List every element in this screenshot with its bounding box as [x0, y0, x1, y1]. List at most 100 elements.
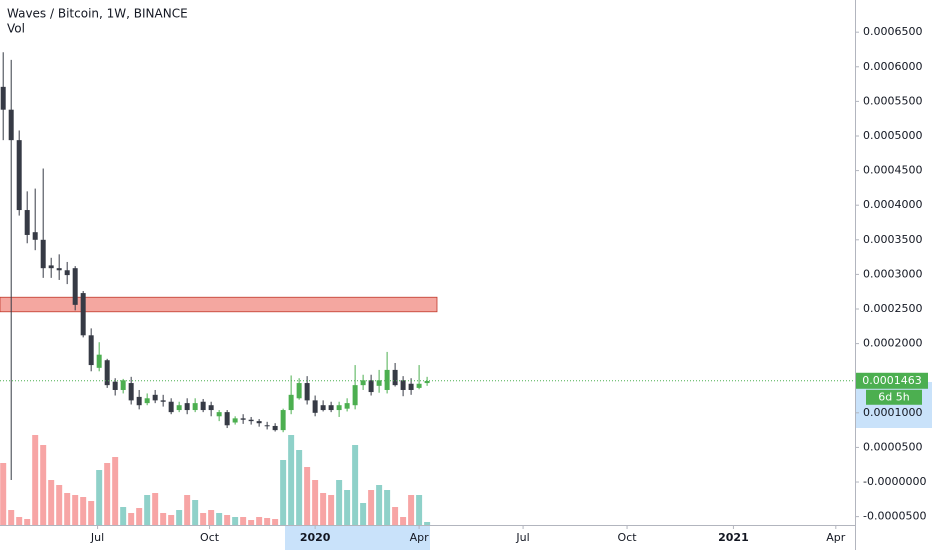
last-price-label: 0.0001463: [862, 374, 922, 387]
volume-bar: [80, 497, 87, 525]
y-tick-label: 0.0005000: [863, 129, 923, 142]
y-tick-label: 0.0004500: [863, 164, 923, 177]
volume-bar: [152, 493, 159, 525]
candle-body: [0, 86, 6, 110]
volume-bar: [240, 517, 247, 525]
volume-bar: [408, 495, 415, 525]
candle-body: [336, 405, 342, 411]
x-tick-label: Oct: [200, 531, 220, 544]
volume-bar: [312, 480, 319, 525]
volume-bar: [56, 485, 63, 525]
candle-body: [328, 405, 334, 411]
candle-body: [376, 380, 382, 386]
volume-bar: [400, 517, 407, 525]
candle-body: [224, 412, 230, 426]
y-tick-label: -0.0000500: [863, 510, 926, 523]
x-tick-label: Apr: [826, 531, 846, 544]
y-tick-label: 0.0005500: [863, 94, 923, 107]
volume-bar: [16, 517, 23, 525]
candle-body: [160, 400, 166, 402]
volume-bar: [352, 445, 359, 525]
x-tick-label: Apr: [410, 531, 430, 544]
candle-body: [112, 381, 118, 390]
candle-body: [104, 360, 110, 386]
volume-bar: [280, 460, 287, 525]
candle-body: [352, 385, 358, 406]
candle-body: [400, 380, 406, 390]
candle-body: [64, 270, 70, 276]
candle-body: [24, 210, 30, 235]
volume-bar: [216, 513, 223, 525]
x-tick-label: Jul: [515, 531, 529, 544]
candle-body: [304, 383, 310, 401]
candle-body: [48, 265, 54, 269]
volume-bar: [392, 507, 399, 525]
volume-bar: [96, 470, 103, 525]
y-tick-label: 0.0006500: [863, 25, 923, 38]
volume-bar: [344, 490, 351, 525]
volume-bar: [264, 518, 271, 525]
y-tick-label: 0.0003000: [863, 267, 923, 280]
y-tick-label: 0.0006000: [863, 60, 923, 73]
candle-body: [320, 405, 326, 411]
volume-bar: [136, 508, 143, 525]
volume-bar: [104, 463, 111, 525]
candle-body: [240, 418, 246, 420]
candle-body: [424, 380, 430, 384]
volume-bar: [192, 500, 199, 525]
candle-body: [152, 394, 158, 401]
volume-bar: [176, 510, 183, 525]
candle-body: [168, 401, 174, 413]
y-tick-label: 0.0002000: [863, 337, 923, 350]
volume-bar: [336, 480, 343, 525]
volume-bar: [40, 445, 47, 525]
candle-body: [256, 421, 262, 424]
volume-bar: [368, 490, 375, 525]
volume-bar: [328, 495, 335, 525]
y-tick-label: 0.0003500: [863, 233, 923, 246]
volume-bar: [184, 495, 191, 525]
candle-body: [232, 418, 238, 423]
countdown-box: [866, 389, 922, 405]
candle-body: [416, 383, 422, 388]
candle-body: [72, 268, 78, 305]
candle-body: [296, 383, 302, 399]
volume-bar: [0, 463, 7, 525]
volume-bar: [248, 520, 255, 525]
volume-bar: [120, 507, 127, 525]
volume-bar: [232, 517, 239, 525]
candle-body: [176, 405, 182, 411]
y-tick-label: -0.0000000: [863, 475, 926, 488]
y-tick-label: 0.0000500: [863, 440, 923, 453]
candle-body: [264, 425, 270, 427]
candle-body: [80, 293, 86, 336]
volume-bar: [72, 495, 79, 525]
volume-bar: [144, 495, 151, 525]
y-tick-label: 0.0001000: [863, 406, 923, 419]
volume-bar: [320, 493, 327, 525]
x-tick-label: 2021: [718, 531, 749, 544]
candle-body: [272, 425, 278, 431]
candle-body: [288, 394, 294, 411]
price-range-highlight: [855, 382, 932, 428]
y-tick-label: 0.0002500: [863, 302, 923, 315]
candle-body: [248, 419, 254, 422]
volume-bar: [384, 490, 391, 525]
candle-body: [40, 239, 46, 269]
x-tick-label: 2020: [300, 531, 331, 544]
candle-body: [128, 383, 134, 401]
y-tick-label: 0.0004000: [863, 198, 923, 211]
candle-body: [32, 232, 38, 240]
volume-bar: [256, 517, 263, 525]
volume-bar: [272, 519, 279, 525]
candle-body: [136, 396, 142, 406]
last-price-box: [856, 372, 928, 389]
candle-body: [88, 335, 94, 366]
candle-body: [144, 398, 150, 404]
countdown-label: 6d 5h: [878, 390, 909, 403]
candle-body: [360, 380, 366, 386]
candle-body: [184, 403, 190, 411]
volume-bar: [168, 515, 175, 525]
volume-label: Vol: [7, 22, 25, 36]
